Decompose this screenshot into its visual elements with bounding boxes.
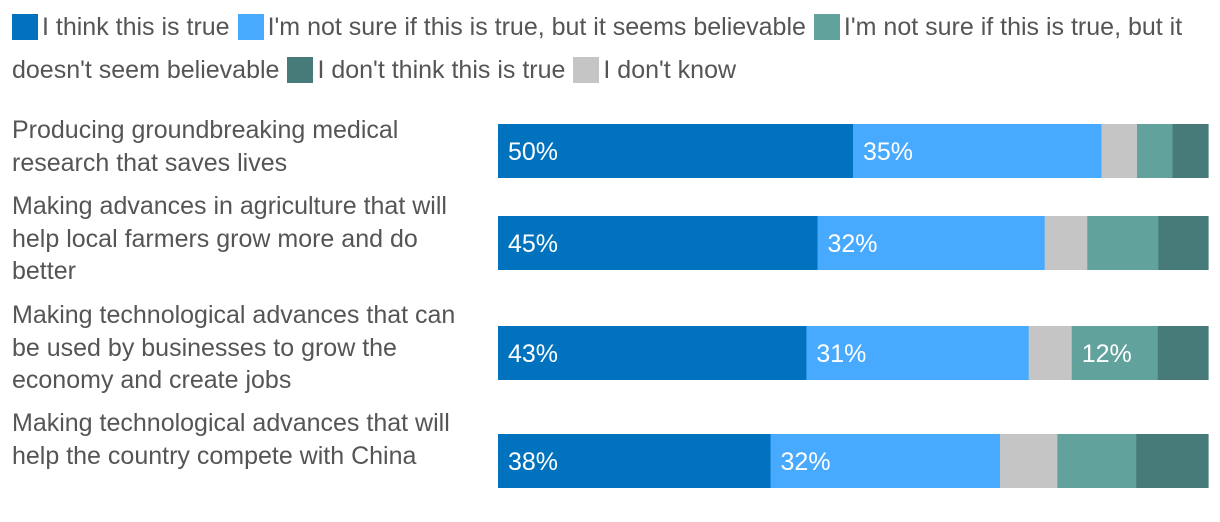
bar-segment-i-don-t-know — [1044, 216, 1088, 270]
data-label: 32% — [828, 230, 878, 258]
bar-segment-i-think-this-is-true — [498, 434, 772, 488]
legend-swatch — [813, 14, 840, 40]
bar-segment-i-don-t-know — [1000, 434, 1058, 488]
legend-label: I don't think this is true — [317, 56, 566, 84]
bar-segment-i-don-t-know — [1101, 124, 1138, 178]
bar-segment-i-think-this-is-true — [498, 216, 819, 270]
data-label: 32% — [781, 448, 831, 476]
data-label: 50% — [508, 138, 558, 166]
bar-segment-i-don-t-think-this-is-true — [1157, 326, 1209, 380]
bar-segment-i-don-t-know — [1028, 326, 1073, 380]
bar-segment-i-m-not-sure-if-this-is-true-but-it-seems-believable — [770, 434, 1001, 488]
data-label: 35% — [863, 138, 913, 166]
bar-segment-i-m-not-sure-if-this-is-true-but-it-seems-believable — [853, 124, 1103, 178]
legend-item-i-think-this-is-true: I think this is true — [12, 13, 230, 41]
bar-segment-i-think-this-is-true — [498, 124, 854, 178]
bar-segment-i-m-not-sure-if-this-is-true-but-it-seems-believable — [806, 326, 1030, 380]
legend-item-i-don-t-think-this-is-true: I don't think this is true — [287, 56, 565, 84]
legend-item-i-don-t-know: I don't know — [573, 56, 736, 84]
category-label-business-tech: Making technological advances that can b… — [12, 301, 456, 394]
legend-label: I don't know — [603, 56, 737, 84]
category-label-compete-china: Making technological advances that will … — [12, 409, 450, 470]
bar-segment-i-m-not-sure-if-this-is-true-but-it-doesn-t-seem-believable — [1057, 434, 1137, 488]
bar-segment-i-don-t-think-this-is-true — [1136, 434, 1209, 488]
legend-swatch — [573, 57, 600, 83]
category-label-agriculture: Making advances in agriculture that will… — [12, 192, 447, 285]
legend: I think this is true I'm not sure if this… — [12, 6, 1212, 92]
data-label: 38% — [508, 448, 558, 476]
legend-item-i-m-not-sure-if-this-is-true-but-it-seems-believable: I'm not sure if this is true, but it see… — [237, 13, 806, 41]
bar-segment-i-m-not-sure-if-this-is-true-but-it-doesn-t-seem-believable — [1137, 124, 1174, 178]
bar-segment-i-don-t-think-this-is-true — [1172, 124, 1209, 178]
bar-segment-i-m-not-sure-if-this-is-true-but-it-seems-believable — [817, 216, 1046, 270]
bar-segment-i-m-not-sure-if-this-is-true-but-it-doesn-t-seem-believable — [1087, 216, 1159, 270]
bar-segment-i-think-this-is-true — [498, 326, 807, 380]
legend-swatch — [287, 57, 314, 83]
legend-swatch — [237, 14, 264, 40]
bar-segment-i-m-not-sure-if-this-is-true-but-it-doesn-t-seem-believable — [1071, 326, 1159, 380]
legend-label: I'm not sure if this is true, but it doe… — [12, 13, 1183, 84]
data-label: 43% — [508, 340, 558, 368]
legend-swatch — [12, 14, 38, 40]
legend-label: I think this is true — [42, 13, 230, 41]
legend-item-i-m-not-sure-if-this-is-true-but-it-doesn-t-seem-believable: I'm not sure if this is true, but it doe… — [12, 13, 1182, 84]
legend-label: I'm not sure if this is true, but it see… — [267, 13, 806, 41]
data-label: 12% — [1082, 340, 1132, 368]
category-label-medical-research: Producing groundbreaking medical researc… — [12, 116, 399, 177]
data-label: 31% — [816, 340, 866, 368]
data-label: 45% — [508, 230, 558, 258]
bar-segment-i-don-t-think-this-is-true — [1158, 216, 1209, 270]
